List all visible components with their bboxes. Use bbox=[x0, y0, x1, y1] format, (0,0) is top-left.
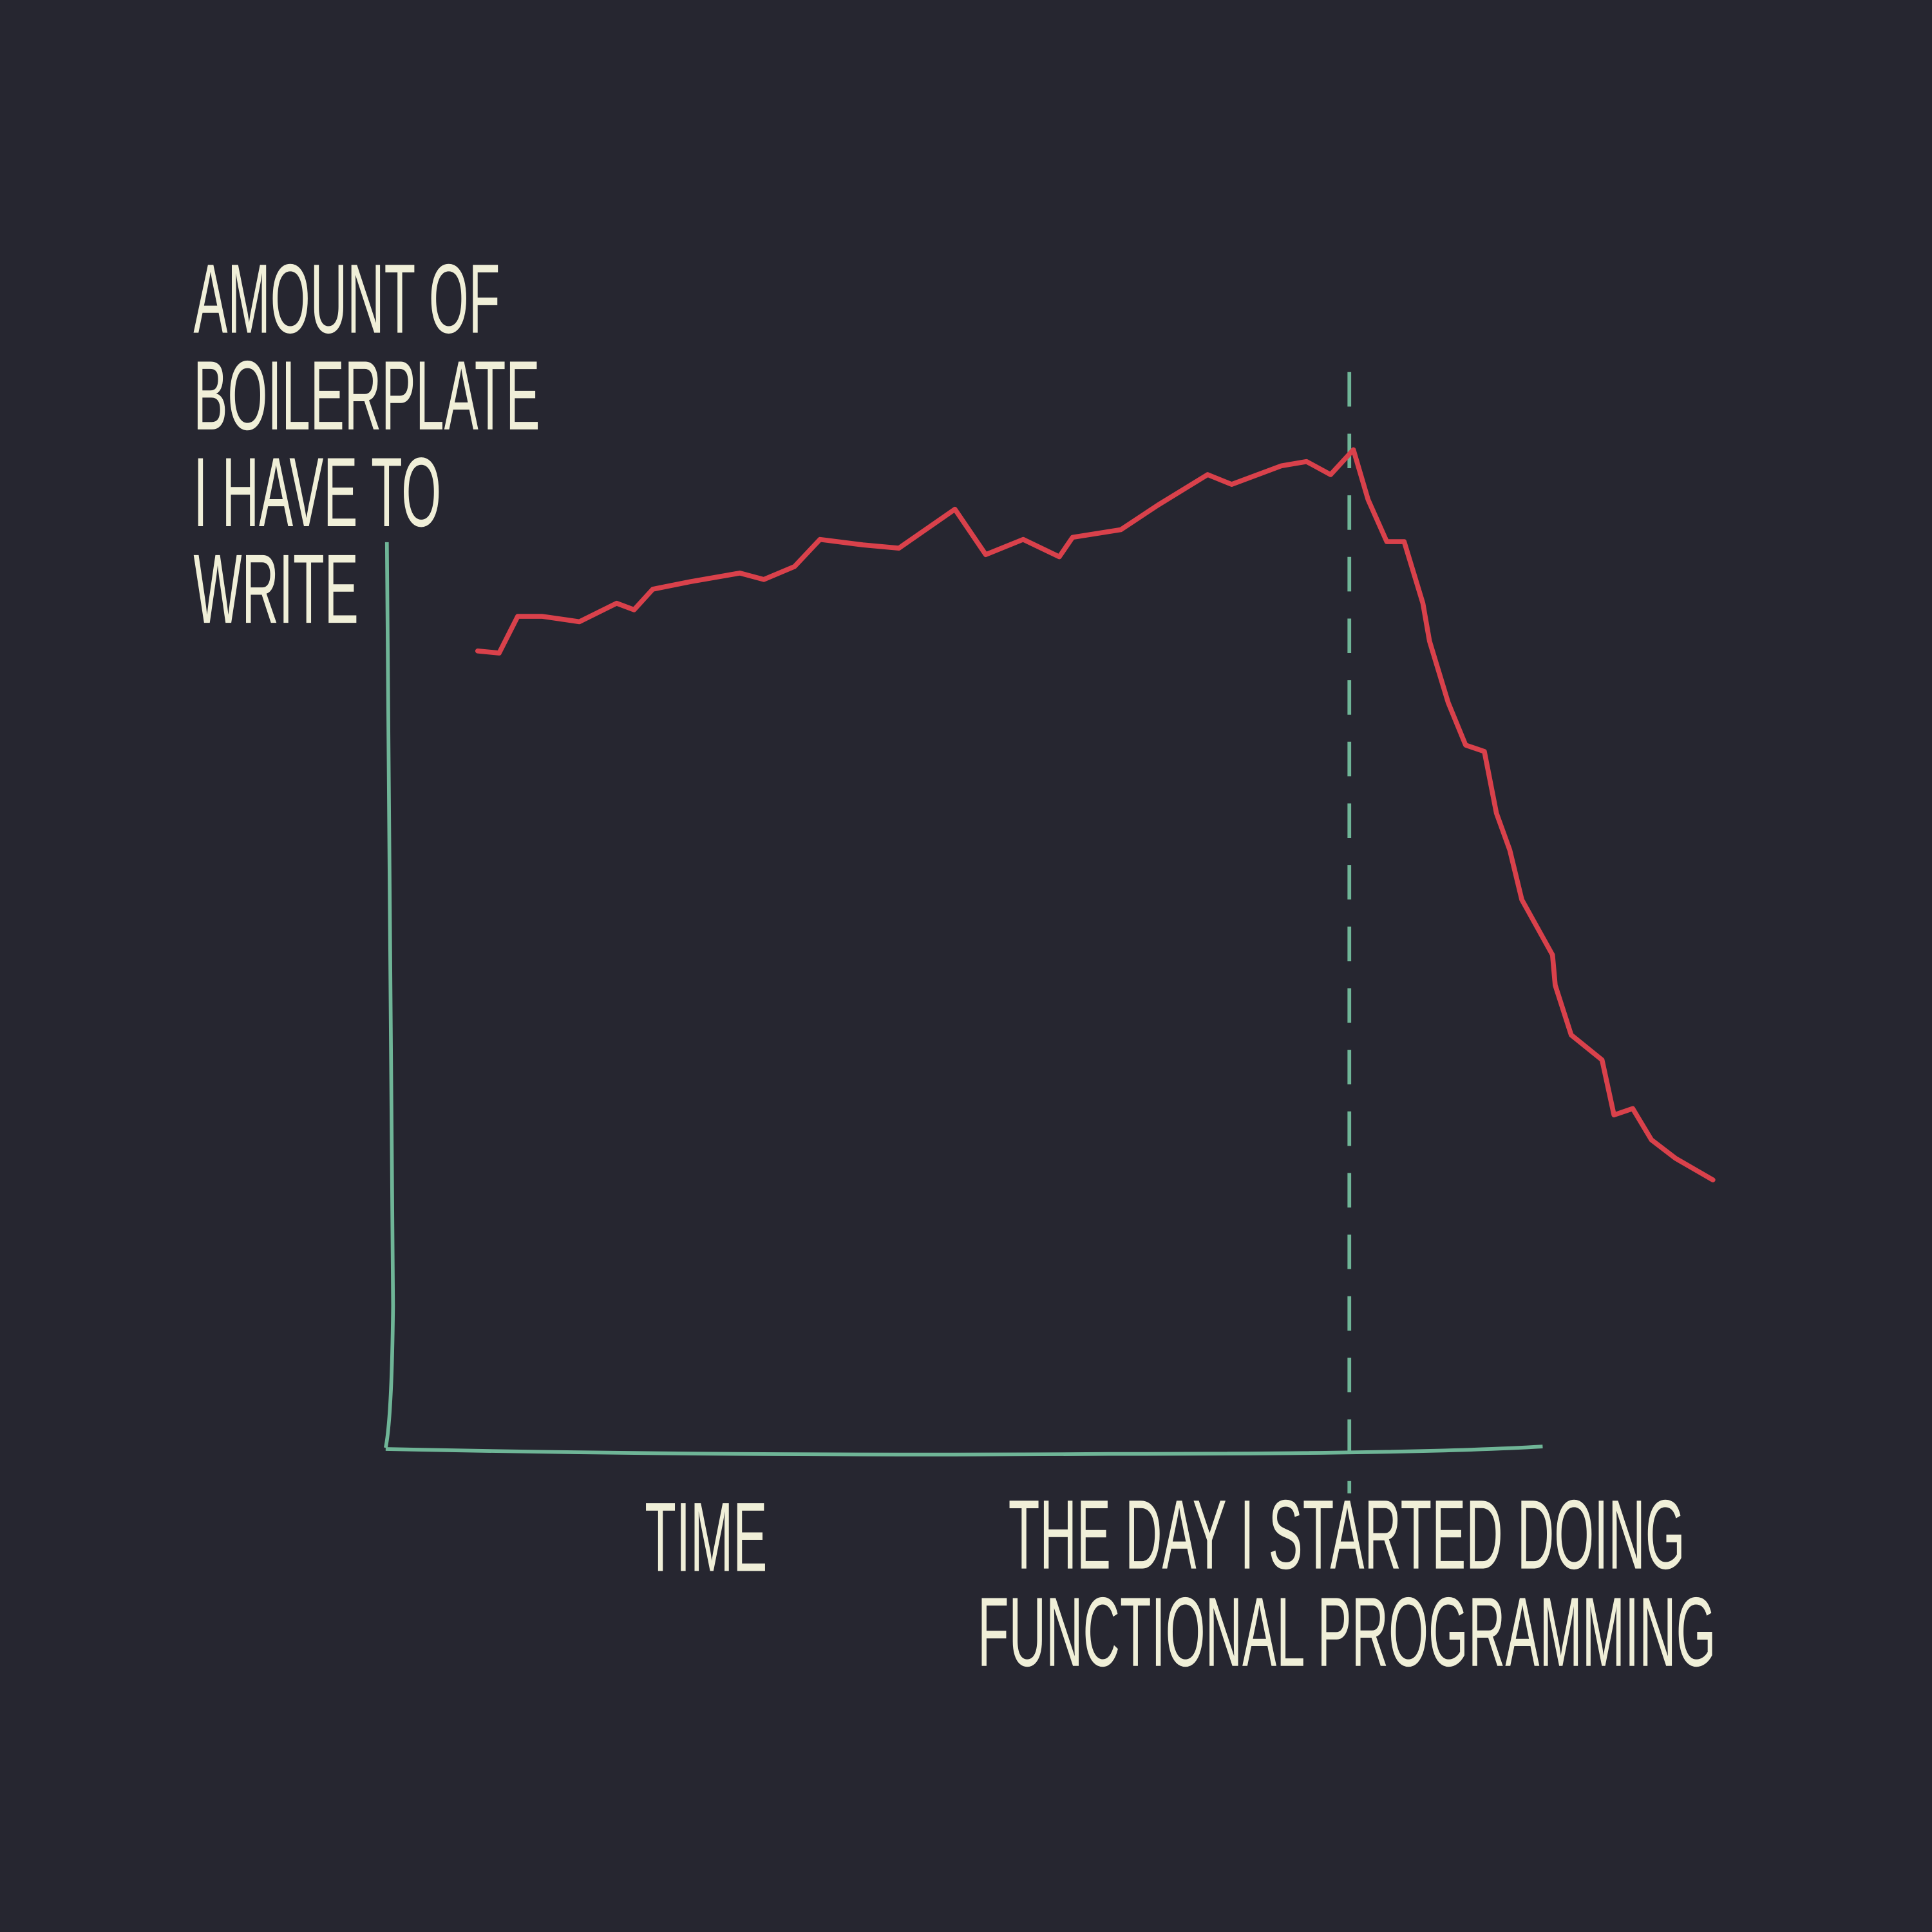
data-line bbox=[475, 447, 1716, 1182]
y-axis bbox=[384, 542, 395, 1448]
y-axis-label: AMOUNT OF bbox=[193, 244, 500, 354]
annotation-label: FUNCTIONAL PROGRAMMING bbox=[978, 1577, 1716, 1687]
annotation-label: THE DAY I STARTED DOING bbox=[1009, 1480, 1685, 1590]
y-axis-label: I HAVE TO bbox=[193, 437, 441, 547]
y-axis-label: BOILERPLATE bbox=[193, 341, 540, 451]
y-axis-label: WRITE bbox=[193, 534, 358, 644]
x-axis-label: TIME bbox=[645, 1482, 767, 1592]
x-axis bbox=[385, 1444, 1543, 1457]
